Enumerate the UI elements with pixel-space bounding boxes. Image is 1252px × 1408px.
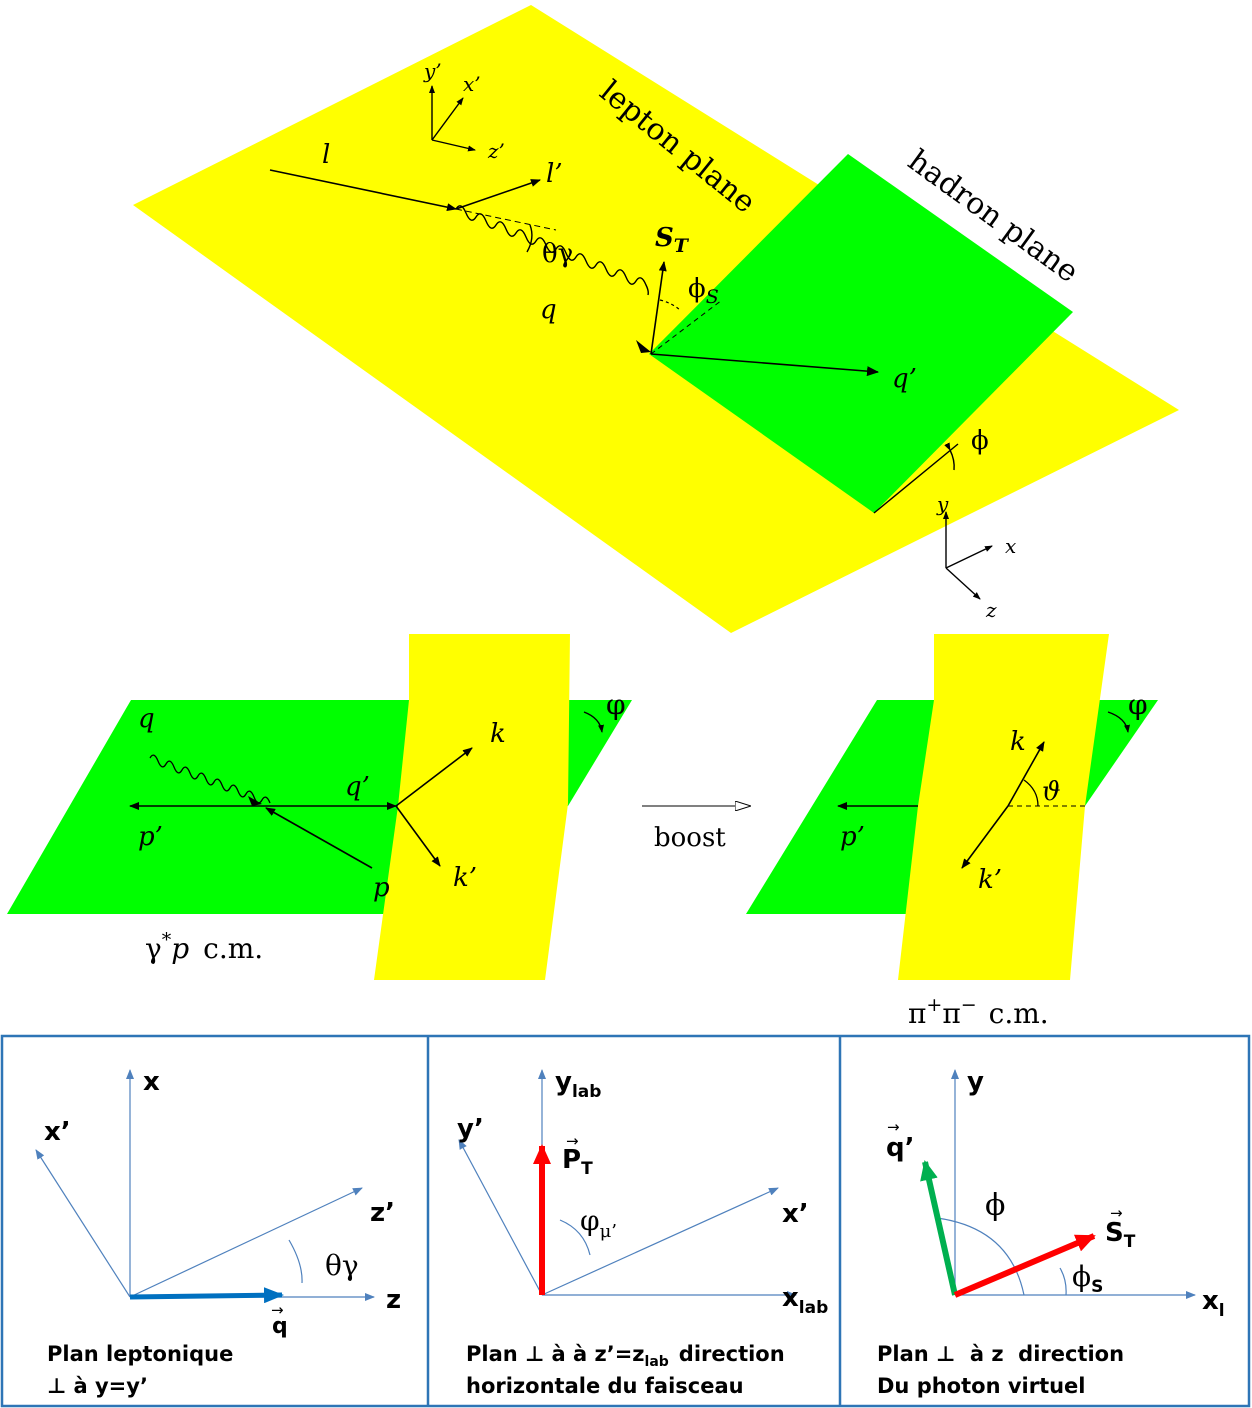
panel3-s-t-arrow-glyph: → [1110, 1204, 1123, 1222]
panel1-x-label: x [143, 1067, 160, 1097]
boost-label: boost [654, 823, 726, 853]
panel1-z-label: z [386, 1285, 401, 1315]
pipi-cm-diagram: p’ k k’ ϑ φ π+π− c.m. [746, 634, 1158, 1030]
theta-arc [1023, 779, 1039, 807]
x-prime-axis-label: x’ [463, 72, 481, 96]
spin-vector-arrow [650, 261, 667, 355]
k-prime-right-label: k’ [978, 865, 1002, 895]
phi-label: ϕ [971, 426, 989, 456]
varphi-left-label: φ [606, 688, 626, 721]
varphi-left-arc [583, 711, 604, 733]
q-left-label: q [138, 704, 155, 734]
panel1-caption-line1: Plan leptonique [47, 1342, 233, 1366]
phi-reference-line [873, 443, 959, 514]
y-prime-axis-label: y’ [423, 59, 442, 83]
x-axis-label: x [1005, 534, 1016, 558]
bottom-panels: x x’ z’ z θγ q → Plan leptonique ⊥ à y=y… [0, 1034, 1251, 1408]
z-axis-label: z [985, 598, 997, 622]
panel3-s-t-label: ST [1105, 1218, 1136, 1252]
panel2-caption-line2: horizontale du faisceau [466, 1374, 744, 1398]
q-left-arrowhead [248, 796, 262, 806]
panels-frame [0, 1034, 1251, 1408]
lepton-extension-dashed [455, 208, 557, 231]
s-t-label: ST [655, 223, 690, 257]
k-left-label: k [490, 719, 506, 749]
panel2-pt-arrow-glyph: → [566, 1132, 579, 1150]
gamma-p-cm-label: γ*p c.m. [145, 929, 263, 965]
q-prime-label: q’ [892, 364, 917, 394]
k-prime-left-label: k’ [453, 863, 477, 893]
right-yellow-plane [898, 634, 1109, 980]
k-prime-left-arrow [395, 805, 441, 867]
panel2-pt-label: PT [562, 1145, 593, 1179]
scattered-lepton-arrow [455, 179, 541, 210]
prime-axes [429, 85, 476, 152]
k-left-arrow [395, 747, 473, 807]
phi-arc [944, 442, 955, 471]
panel2-caption-line1: Plan ⊥ à à z’=zlab direction [466, 1342, 785, 1370]
pipi-cm-label: π+π− c.m. [908, 994, 1049, 1030]
photon-arrowhead [636, 340, 651, 353]
k-right-label: k [1010, 727, 1026, 757]
q-prime-left-label: q’ [345, 772, 370, 802]
outgoing-photon-arrow [650, 353, 879, 377]
panel3-y-label: y [967, 1067, 984, 1097]
phi-s-arc [659, 299, 681, 311]
panel2-varphi-mu-label: φμ’ [580, 1204, 617, 1242]
p-prime-right-label: p’ [840, 822, 865, 852]
panel2-x-prime-label: x’ [782, 1199, 809, 1229]
panel3-phi-s-label: ϕS [1072, 1260, 1103, 1297]
top-diagram: lepton plane hadron plane y’ x’ z’ l l’ … [133, 5, 1179, 633]
s-t-vector-arrow [953, 1233, 1096, 1298]
p-left-label: p [373, 873, 390, 903]
phi-s-label: ϕS [688, 274, 719, 308]
z-prime-axis-label: z’ [487, 139, 505, 163]
panel-beam-plane: ylab y’ x’ xlab → PT φμ’ Plan ⊥ à à z’=z… [457, 1067, 828, 1398]
p-left-line [265, 807, 373, 869]
panel1-q-vector-arrow-glyph: → [271, 1301, 284, 1319]
panel-photon-plane: y xl → q’ ϕ → ST ϕS Plan ⊥ à z direction… [877, 1067, 1225, 1398]
y-axis-label: y [936, 492, 949, 516]
theta-gamma-arc [526, 224, 533, 253]
theta-label: ϑ [1042, 777, 1061, 807]
panel1-x-prime-label: x’ [44, 1117, 71, 1147]
panel2-x-lab-label: xlab [782, 1283, 828, 1318]
l-prime-label: l’ [546, 159, 563, 189]
panel1-z-prime-label: z’ [370, 1198, 395, 1228]
panel3-phi-label: ϕ [985, 1188, 1005, 1223]
panel3-x-label: xl [1202, 1286, 1225, 1321]
varphi-right-arc [1107, 711, 1130, 733]
q-prime-vector-arrow [920, 1160, 958, 1296]
panel1-caption-line2: ⊥ à y=y’ [47, 1374, 148, 1398]
q-vector-arrow [129, 1287, 284, 1304]
panel3-caption-line2: Du photon virtuel [877, 1374, 1086, 1398]
panel1-q-vector-label: q [272, 1314, 288, 1339]
k-prime-right-arrow [961, 805, 1009, 869]
panel1-theta-gamma-label: θγ [325, 1249, 359, 1282]
incoming-lepton-arrow [269, 169, 457, 212]
p-prime-left-label: p’ [138, 822, 163, 852]
q-label: q [540, 295, 557, 325]
panel-lepton-plane: x x’ z’ z θγ q → Plan leptonique ⊥ à y=y… [35, 1067, 401, 1398]
panel2-y-lab-label: ylab [555, 1067, 601, 1102]
left-yellow-plane [374, 634, 570, 980]
virtual-photon-wave [455, 205, 649, 296]
panel3-caption-line1: Plan ⊥ à z direction [877, 1342, 1124, 1366]
gamma-p-cm-diagram: q q’ p’ p k k’ φ γ*p c.m. [7, 634, 632, 980]
q-left-wave [149, 754, 271, 804]
k-right-arrow [1007, 741, 1045, 807]
l-label: l [322, 140, 330, 170]
panel2-y-prime-label: y’ [457, 1114, 484, 1144]
panel3-q-prime-label: q’ [886, 1133, 915, 1163]
hadron-plane-dashed [650, 299, 723, 355]
varphi-right-label: φ [1128, 688, 1148, 721]
hadron-plane [649, 154, 1073, 513]
lab-axes [943, 511, 993, 600]
theta-gamma-label: θγ [542, 239, 573, 269]
panel3-q-prime-arrow-glyph: → [887, 1118, 900, 1136]
